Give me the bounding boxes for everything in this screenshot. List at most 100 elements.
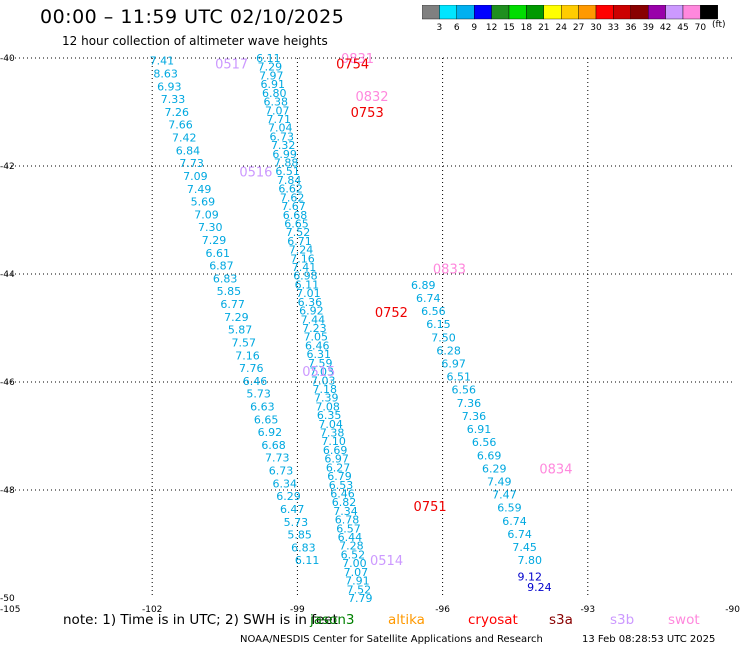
wave-height-value: 6.56: [421, 305, 446, 318]
wave-height-value: 6.68: [261, 439, 286, 452]
wave-height-value: 6.29: [482, 462, 507, 475]
wave-height-value: 6.98: [293, 270, 318, 283]
pass-time-label: 0751: [414, 500, 447, 515]
legend-s3b: s3b: [610, 612, 635, 628]
wave-height-value: 7.18: [312, 383, 337, 396]
wave-height-value: 7.05: [304, 331, 329, 344]
y-tick-label: -40: [0, 54, 15, 64]
wave-height-value: 5.85: [217, 285, 242, 298]
wave-height-value: 9.24: [527, 581, 552, 594]
wave-height-value: 7.41: [150, 55, 175, 68]
wave-height-value: 6.99: [272, 148, 297, 161]
legend-altika: altika: [388, 612, 425, 628]
wave-height-value: 7.57: [232, 336, 257, 349]
colorbar-tick-label: 3: [437, 23, 443, 33]
wave-height-value: 7.67: [281, 200, 306, 213]
wave-height-value: 6.74: [502, 515, 527, 528]
wave-height-value: 7.41: [292, 261, 317, 274]
wave-height-value: 6.46: [305, 339, 330, 352]
pass-time-label: 0516: [239, 165, 272, 180]
wave-height-value: 5.85: [287, 529, 312, 542]
wave-height-value: 7.47: [492, 489, 517, 502]
wave-height-value: 6.56: [472, 436, 497, 449]
pass-time-label: 0752: [375, 306, 408, 321]
wave-height-value: 7.36: [457, 397, 482, 410]
wave-height-value: 7.52: [347, 583, 372, 596]
legend-jason3: jason3: [310, 612, 355, 628]
wave-height-value: 7.03: [311, 374, 336, 387]
y-tick-label: -50: [0, 594, 15, 604]
wave-height-value: 6.38: [264, 96, 289, 109]
colorbar-tick-label: 21: [538, 23, 549, 33]
wave-height-value: 6.52: [341, 548, 366, 561]
pass-time-label: 0517: [215, 57, 248, 72]
wave-height-value: 5.73: [284, 516, 309, 529]
wave-height-value: 7.07: [344, 566, 369, 579]
x-tick-label: -99: [290, 605, 305, 615]
colorbar-swatch: [700, 5, 718, 20]
x-tick-label: -105: [0, 605, 20, 615]
colorbar-tick-label: 15: [503, 23, 514, 33]
wave-height-value: 6.47: [280, 503, 305, 516]
wave-height-value: 7.04: [268, 122, 293, 135]
generated-timestamp: 13 Feb 08:28:53 UTC 2025: [582, 634, 716, 645]
wave-height-value: 7.73: [265, 452, 290, 465]
wave-height-value: 5.73: [246, 388, 271, 401]
wave-height-value: 6.11: [256, 52, 281, 65]
wave-height-value: 7.71: [266, 113, 291, 126]
colorbar: 3 6 9 12 15 18 21 24 27 30 33 36 39 42 45 70: [422, 5, 718, 33]
wave-height-value: 7.91: [345, 575, 370, 588]
wave-height-value: 7.09: [194, 208, 219, 221]
wave-height-value: 6.51: [275, 165, 300, 178]
wave-height-value: 7.34: [333, 505, 358, 518]
colorbar-tick-label: 70: [695, 23, 707, 33]
wave-height-value: 7.97: [259, 69, 284, 82]
wave-height-value: 6.36: [298, 296, 323, 309]
wave-height-value: 7.66: [168, 119, 193, 132]
x-tick-label: -90: [725, 605, 740, 615]
colorbar-tick-label: 18: [521, 23, 533, 33]
colorbar-tick-label: 30: [590, 23, 602, 33]
wave-height-value: 6.35: [317, 409, 342, 422]
pass-time-label: 0831: [341, 52, 374, 67]
wave-height-value: 7.28: [339, 540, 364, 553]
legend-swot: swot: [668, 612, 700, 628]
wave-height-value: 6.73: [269, 465, 294, 478]
wave-height-value: 6.91: [467, 423, 492, 436]
wave-height-value: 6.92: [299, 305, 324, 318]
wave-height-value: 8.63: [153, 68, 178, 81]
y-tick-label: -48: [0, 486, 15, 496]
colorbar-tick-label: 33: [608, 23, 619, 33]
wave-height-value: 6.27: [326, 461, 351, 474]
credit-line: NOAA/NESDIS Center for Satellite Applica…: [240, 634, 543, 645]
wave-height-value: 6.84: [176, 144, 201, 157]
wave-height-value: 7.26: [165, 106, 190, 119]
pass-time-label: 0833: [433, 263, 466, 278]
wave-height-value: 7.42: [172, 132, 197, 145]
wave-height-value: 6.83: [213, 272, 238, 285]
wave-height-value: 7.88: [274, 157, 299, 170]
wave-height-value: 7.29: [202, 234, 227, 247]
wave-height-value: 7.32: [271, 139, 296, 152]
wave-height-value: 6.77: [220, 298, 245, 311]
wave-height-value: 6.31: [307, 348, 332, 361]
wave-height-value: 6.79: [327, 470, 352, 483]
pass-time-label: 0753: [351, 106, 384, 121]
wave-height-value: 6.15: [426, 318, 451, 331]
wave-height-value: 6.71: [287, 235, 312, 248]
wave-height-value: 6.97: [324, 453, 349, 466]
wave-height-value: 7.45: [512, 541, 537, 554]
wave-height-value: 6.59: [497, 502, 522, 515]
wave-height-value: 7.00: [342, 557, 367, 570]
colorbar-tick-label: 12: [486, 23, 497, 33]
wave-height-value: 6.68: [283, 209, 308, 222]
wave-height-value: 7.44: [301, 313, 326, 326]
pass-time-label: 0515: [302, 365, 335, 380]
wave-height-value: 6.63: [250, 401, 275, 414]
wave-height-value: 6.73: [269, 130, 294, 143]
wave-height-value: 7.80: [517, 554, 542, 567]
wave-height-value: 5.87: [228, 324, 253, 337]
wave-height-value: 7.29: [224, 311, 249, 324]
wave-height-value: 6.11: [295, 278, 320, 291]
